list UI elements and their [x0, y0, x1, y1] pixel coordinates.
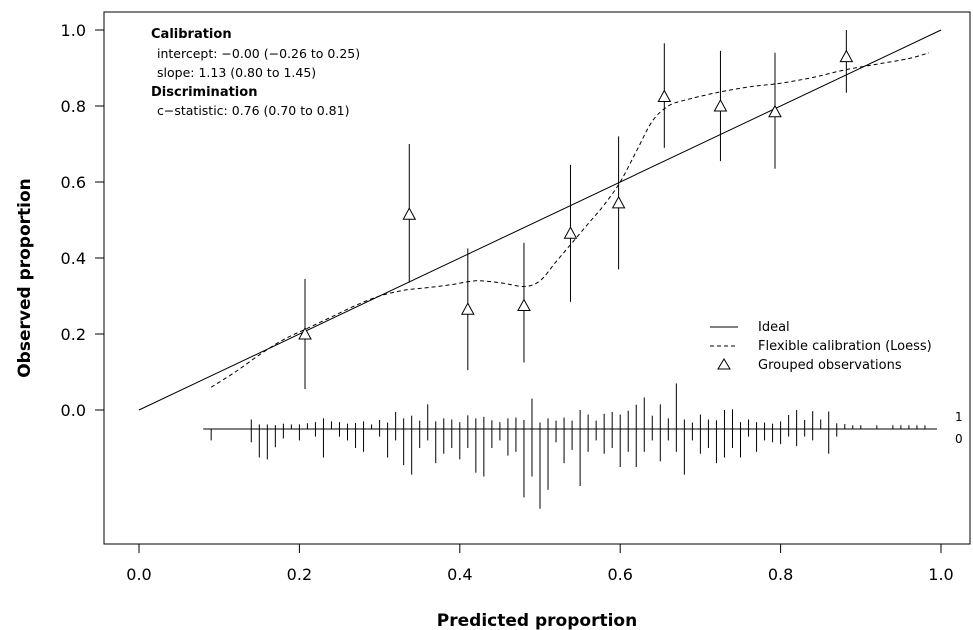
grouped-observation-point [563, 226, 578, 239]
x-axis: 0.0 0.2 0.4 0.6 0.8 1.0 [126, 543, 954, 584]
x-tick-label: 0.4 [447, 565, 472, 584]
legend-loess-label: Flexible calibration (Loess) [758, 339, 932, 354]
grouped-observation-point [298, 326, 312, 340]
grouped-observation-point [768, 104, 782, 118]
grouped-observations [298, 30, 854, 390]
legend-triangle-icon [717, 358, 731, 370]
y-tick-label: 1.0 [61, 21, 86, 40]
x-tick-label: 0.2 [287, 565, 312, 584]
legend-ideal-label: Ideal [758, 320, 790, 335]
spike-label-outcome-1: 1 [955, 410, 963, 424]
grouped-observation-point [611, 195, 626, 209]
slope-text: slope: 1.13 (0.80 to 1.45) [157, 65, 316, 80]
y-tick-label: 0.2 [61, 325, 86, 344]
intercept-text: intercept: −0.00 (−0.26 to 0.25) [157, 46, 360, 61]
x-axis-title: Predicted proportion [437, 611, 637, 630]
grouped-observation-point [402, 207, 417, 220]
grouped-observation-point [517, 298, 531, 311]
ideal-line [138, 29, 942, 411]
calibration-heading: Calibration [151, 27, 232, 42]
x-tick-label: 1.0 [928, 565, 953, 584]
legend: Ideal Flexible calibration (Loess) Group… [710, 320, 932, 373]
x-tick-label: 0.8 [768, 565, 793, 584]
y-axis-title: Observed proportion [15, 178, 35, 378]
x-tick-label: 0.0 [126, 565, 151, 584]
grouped-observation-point [657, 89, 672, 102]
x-tick-label: 0.6 [607, 565, 632, 584]
legend-grouped-label: Grouped observations [758, 358, 902, 373]
grouped-observation-point [713, 98, 728, 112]
grouped-observation-point [839, 49, 854, 63]
discrimination-heading: Discrimination [151, 85, 257, 100]
y-tick-label: 0.0 [61, 401, 86, 420]
spike-histogram [203, 383, 937, 509]
y-tick-label: 0.4 [61, 249, 86, 268]
y-tick-label: 0.8 [61, 97, 86, 116]
spike-label-outcome-0: 0 [955, 432, 963, 446]
y-axis: 0.0 0.2 0.4 0.6 0.8 1.0 [61, 21, 105, 420]
grouped-observation-point [460, 302, 475, 315]
loess-curve [210, 52, 930, 388]
c-statistic-text: c−statistic: 0.76 (0.70 to 0.81) [157, 103, 349, 118]
annotation-block: Calibration intercept: −0.00 (−0.26 to 0… [151, 27, 360, 118]
y-tick-label: 0.6 [61, 173, 86, 192]
